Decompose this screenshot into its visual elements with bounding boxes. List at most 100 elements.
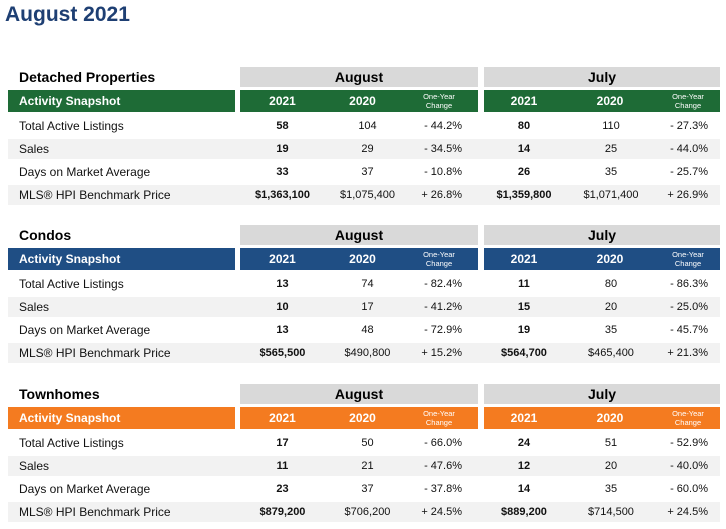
cell-jul-2021: $1,359,800 (496, 189, 552, 201)
cell-aug-change: - 34.5% (424, 143, 462, 155)
cell-jul-2021: 24 (517, 437, 531, 449)
section-0: Detached Properties August July Activity Sn… (0, 67, 726, 207)
row-label: Total Active Listings (19, 277, 124, 291)
row-shading (8, 185, 720, 205)
row-shading (8, 139, 720, 159)
aug-year-2020: 2020 (325, 248, 400, 270)
activity-snapshot-label: Activity Snapshot (8, 90, 235, 112)
aug-change-header: One-Year Change (400, 90, 478, 112)
cell-aug-2021: 19 (276, 143, 289, 155)
cell-aug-2020: 104 (358, 120, 377, 132)
cell-aug-change: + 24.5% (421, 506, 462, 518)
cell-aug-2020: $706,200 (344, 506, 391, 518)
change-label: Change (674, 418, 702, 427)
jul-year-2021: 2021 (484, 248, 564, 270)
aug-year-2020: 2020 (325, 90, 400, 112)
cell-jul-2021: 14 (517, 143, 531, 155)
cell-aug-2021: 58 (276, 120, 289, 132)
section-title: Townhomes (19, 386, 100, 402)
page-title: August 2021 (5, 3, 130, 26)
cell-aug-change: - 82.4% (424, 278, 462, 290)
cell-aug-change: - 47.6% (424, 460, 462, 472)
row-label: MLS® HPI Benchmark Price (19, 346, 171, 360)
cell-aug-change: - 41.2% (424, 301, 462, 313)
section-title: Condos (19, 227, 72, 243)
row-label: Sales (19, 300, 50, 314)
cell-jul-2020: 25 (604, 143, 618, 155)
row-label: Total Active Listings (19, 436, 124, 450)
row-label: MLS® HPI Benchmark Price (19, 505, 171, 519)
jul-year-2020: 2020 (564, 248, 656, 270)
row-label: MLS® HPI Benchmark Price (19, 188, 171, 202)
cell-aug-2020: 37 (361, 166, 374, 178)
change-label: One-Year (423, 409, 455, 418)
jul-year-2021: 2021 (484, 90, 564, 112)
period-header-july: July (484, 384, 720, 404)
period-header-july: July (484, 67, 720, 87)
cell-aug-2021: $1,363,100 (254, 189, 311, 201)
cell-jul-change: - 52.9% (670, 437, 708, 449)
cell-aug-2021: 17 (276, 437, 289, 449)
change-label: One-Year (672, 92, 704, 101)
change-label: Change (425, 259, 453, 268)
section-2: Townhomes August July Activity Snapshot 2021… (0, 384, 726, 524)
cell-aug-change: - 44.2% (424, 120, 462, 132)
cell-jul-2020: 80 (604, 278, 618, 290)
cell-aug-2020: 74 (361, 278, 374, 290)
cell-jul-2021: $564,700 (501, 347, 547, 359)
change-label: Change (425, 418, 453, 427)
period-header-august: August (240, 67, 478, 87)
jul-year-2020: 2020 (564, 407, 656, 429)
cell-aug-2020: $490,800 (344, 347, 391, 359)
row-label: Days on Market Average (19, 482, 151, 496)
cell-aug-change: + 15.2% (421, 347, 462, 359)
cell-aug-2021: 13 (276, 278, 289, 290)
period-header-august: August (240, 225, 478, 245)
cell-aug-2021: $565,500 (259, 347, 306, 359)
cell-jul-2021: 14 (517, 483, 531, 495)
cell-jul-change: - 86.3% (670, 278, 708, 290)
row-label: Sales (19, 142, 50, 156)
cell-jul-2021: 15 (517, 301, 531, 313)
change-label: Change (674, 259, 702, 268)
cell-jul-change: + 21.3% (667, 347, 708, 359)
aug-year-2021: 2021 (240, 407, 325, 429)
row-shading (8, 456, 720, 476)
change-label: Change (425, 101, 453, 110)
cell-jul-change: + 26.9% (667, 189, 708, 201)
cell-jul-2020: 35 (604, 324, 618, 336)
cell-jul-2020: 51 (604, 437, 618, 449)
jul-year-2021: 2021 (484, 407, 564, 429)
jul-change-header: One-Year Change (656, 248, 720, 270)
cell-jul-2021: 11 (518, 278, 530, 290)
cell-aug-2020: 29 (361, 143, 374, 155)
cell-jul-change: - 25.0% (670, 301, 708, 313)
jul-change-header: One-Year Change (656, 407, 720, 429)
change-label: One-Year (672, 409, 704, 418)
cell-jul-change: + 24.5% (667, 506, 708, 518)
activity-snapshot-label: Activity Snapshot (8, 407, 235, 429)
section-title: Detached Properties (19, 69, 156, 85)
row-label: Days on Market Average (19, 323, 151, 337)
cell-jul-change: - 60.0% (670, 483, 708, 495)
cell-aug-2020: 50 (361, 437, 374, 449)
period-header-july: July (484, 225, 720, 245)
cell-jul-change: - 40.0% (670, 460, 708, 472)
cell-jul-2020: $1,071,400 (583, 189, 639, 201)
cell-aug-2021: 13 (276, 324, 289, 336)
cell-jul-2020: 20 (604, 460, 618, 472)
cell-aug-2020: 48 (361, 324, 374, 336)
aug-year-2020: 2020 (325, 407, 400, 429)
cell-jul-2020: 35 (604, 483, 618, 495)
cell-jul-2021: 80 (517, 120, 531, 132)
aug-year-2021: 2021 (240, 90, 325, 112)
cell-jul-2020: $714,500 (588, 506, 634, 518)
cell-jul-2020: 110 (602, 120, 620, 132)
cell-aug-2020: 17 (361, 301, 374, 313)
cell-jul-change: - 44.0% (670, 143, 708, 155)
cell-aug-2020: 37 (361, 483, 374, 495)
cell-aug-2021: 23 (276, 483, 289, 495)
cell-aug-change: + 26.8% (421, 189, 462, 201)
cell-jul-2021: 26 (517, 166, 531, 178)
cell-jul-2021: 12 (517, 460, 531, 472)
